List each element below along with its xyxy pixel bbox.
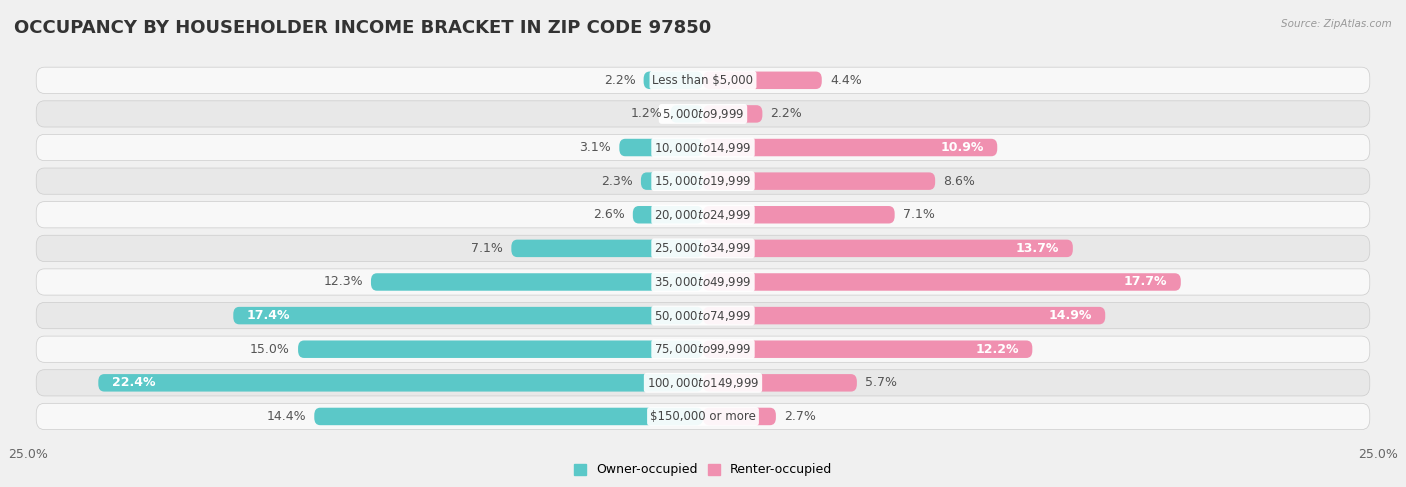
- Text: $15,000 to $19,999: $15,000 to $19,999: [654, 174, 752, 188]
- FancyBboxPatch shape: [37, 101, 1369, 127]
- Text: 10.9%: 10.9%: [941, 141, 984, 154]
- FancyBboxPatch shape: [371, 273, 703, 291]
- FancyBboxPatch shape: [633, 206, 703, 224]
- Text: $50,000 to $74,999: $50,000 to $74,999: [654, 309, 752, 322]
- FancyBboxPatch shape: [37, 403, 1369, 430]
- FancyBboxPatch shape: [703, 307, 1105, 324]
- Text: 4.4%: 4.4%: [830, 74, 862, 87]
- FancyBboxPatch shape: [37, 168, 1369, 194]
- Text: 1.2%: 1.2%: [631, 108, 662, 120]
- Text: 2.6%: 2.6%: [593, 208, 624, 221]
- FancyBboxPatch shape: [37, 269, 1369, 295]
- Text: 5.7%: 5.7%: [865, 376, 897, 389]
- Text: 17.4%: 17.4%: [247, 309, 290, 322]
- Text: $25,000 to $34,999: $25,000 to $34,999: [654, 242, 752, 255]
- FancyBboxPatch shape: [671, 105, 703, 123]
- Text: OCCUPANCY BY HOUSEHOLDER INCOME BRACKET IN ZIP CODE 97850: OCCUPANCY BY HOUSEHOLDER INCOME BRACKET …: [14, 19, 711, 37]
- Text: $100,000 to $149,999: $100,000 to $149,999: [647, 376, 759, 390]
- Text: Less than $5,000: Less than $5,000: [652, 74, 754, 87]
- FancyBboxPatch shape: [233, 307, 703, 324]
- Text: 7.1%: 7.1%: [471, 242, 503, 255]
- Legend: Owner-occupied, Renter-occupied: Owner-occupied, Renter-occupied: [568, 458, 838, 482]
- FancyBboxPatch shape: [703, 240, 1073, 257]
- Text: $35,000 to $49,999: $35,000 to $49,999: [654, 275, 752, 289]
- Text: 15.0%: 15.0%: [250, 343, 290, 356]
- FancyBboxPatch shape: [298, 340, 703, 358]
- Text: 17.7%: 17.7%: [1123, 276, 1167, 288]
- FancyBboxPatch shape: [37, 67, 1369, 94]
- Text: $20,000 to $24,999: $20,000 to $24,999: [654, 208, 752, 222]
- FancyBboxPatch shape: [37, 302, 1369, 329]
- FancyBboxPatch shape: [703, 374, 856, 392]
- Text: $150,000 or more: $150,000 or more: [650, 410, 756, 423]
- Text: 8.6%: 8.6%: [943, 175, 976, 187]
- FancyBboxPatch shape: [98, 374, 703, 392]
- FancyBboxPatch shape: [641, 172, 703, 190]
- FancyBboxPatch shape: [703, 408, 776, 425]
- Text: 2.2%: 2.2%: [603, 74, 636, 87]
- Text: 12.2%: 12.2%: [976, 343, 1019, 356]
- FancyBboxPatch shape: [512, 240, 703, 257]
- FancyBboxPatch shape: [37, 134, 1369, 161]
- FancyBboxPatch shape: [703, 340, 1032, 358]
- FancyBboxPatch shape: [37, 202, 1369, 228]
- FancyBboxPatch shape: [703, 273, 1181, 291]
- Text: $75,000 to $99,999: $75,000 to $99,999: [654, 342, 752, 356]
- FancyBboxPatch shape: [703, 72, 821, 89]
- Text: 3.1%: 3.1%: [579, 141, 612, 154]
- Text: 2.3%: 2.3%: [600, 175, 633, 187]
- FancyBboxPatch shape: [644, 72, 703, 89]
- FancyBboxPatch shape: [37, 336, 1369, 362]
- FancyBboxPatch shape: [37, 370, 1369, 396]
- Text: $10,000 to $14,999: $10,000 to $14,999: [654, 141, 752, 154]
- Text: Source: ZipAtlas.com: Source: ZipAtlas.com: [1281, 19, 1392, 30]
- Text: 14.4%: 14.4%: [267, 410, 307, 423]
- Text: 22.4%: 22.4%: [112, 376, 155, 389]
- Text: 12.3%: 12.3%: [323, 276, 363, 288]
- Text: 13.7%: 13.7%: [1017, 242, 1059, 255]
- FancyBboxPatch shape: [37, 235, 1369, 262]
- Text: 2.2%: 2.2%: [770, 108, 803, 120]
- FancyBboxPatch shape: [703, 172, 935, 190]
- Text: 14.9%: 14.9%: [1049, 309, 1091, 322]
- FancyBboxPatch shape: [703, 105, 762, 123]
- Text: $5,000 to $9,999: $5,000 to $9,999: [662, 107, 744, 121]
- FancyBboxPatch shape: [315, 408, 703, 425]
- FancyBboxPatch shape: [619, 139, 703, 156]
- Text: 2.7%: 2.7%: [785, 410, 815, 423]
- FancyBboxPatch shape: [703, 206, 894, 224]
- Text: 7.1%: 7.1%: [903, 208, 935, 221]
- FancyBboxPatch shape: [703, 139, 997, 156]
